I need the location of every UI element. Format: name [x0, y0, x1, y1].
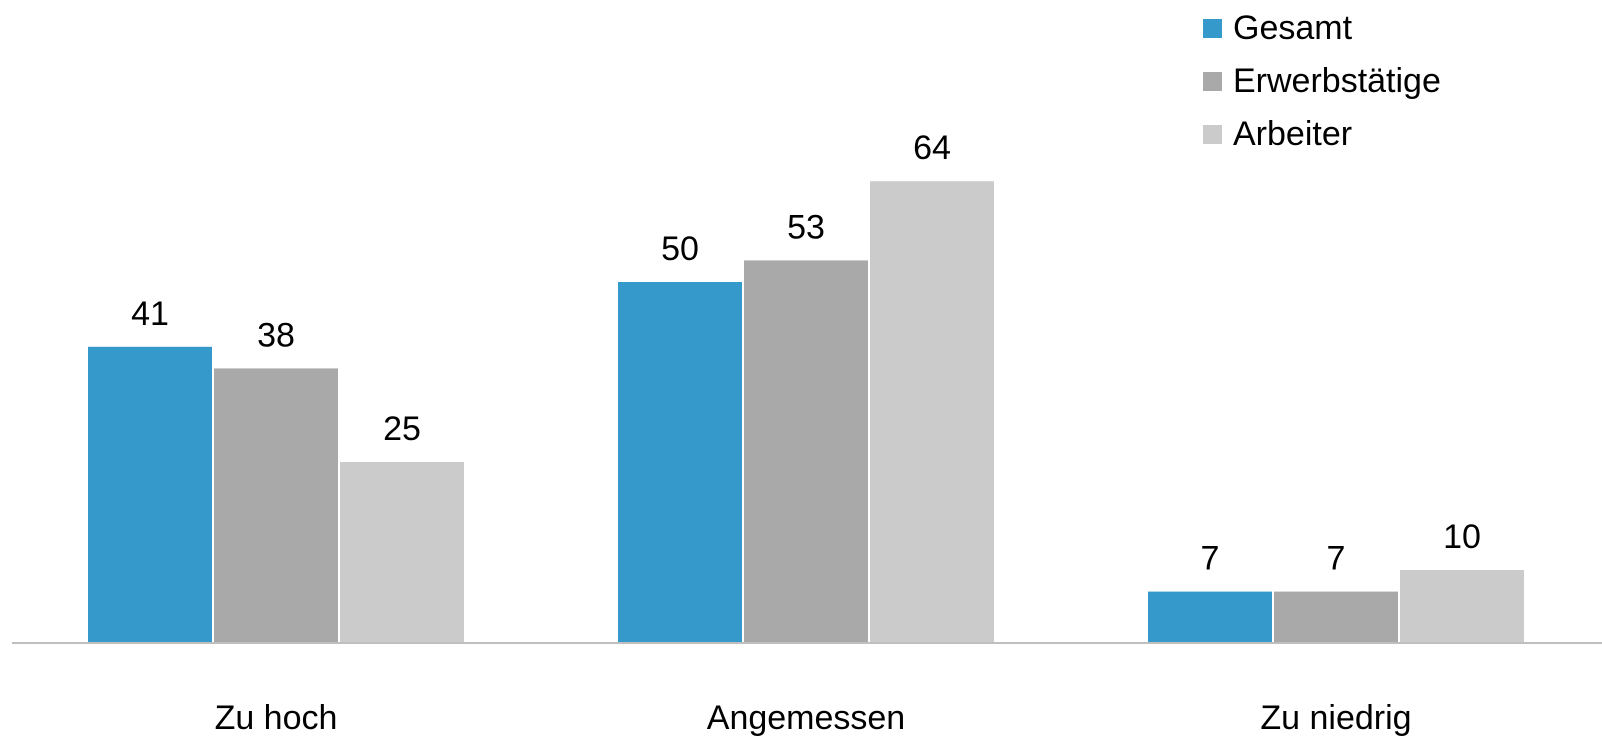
legend-item-erwerbstaetige: Erwerbstätige	[1203, 55, 1441, 108]
bar-angemessen-erwerbstaetige	[744, 260, 868, 642]
category-labels-group: Zu hoch Angemessen Zu niedrig	[215, 699, 1412, 737]
bar-zu-niedrig-erwerbstaetige	[1274, 591, 1398, 642]
legend-label-arbeiter: Arbeiter	[1233, 115, 1353, 153]
bar-angemessen-gesamt	[618, 282, 742, 642]
category-label-angemessen: Angemessen	[707, 699, 905, 737]
legend-item-gesamt: Gesamt	[1203, 2, 1441, 55]
data-label-zu-niedrig-gesamt: 7	[1201, 540, 1220, 578]
data-label-zu-niedrig-arbeiter: 10	[1443, 518, 1481, 556]
data-label-zu-hoch-gesamt: 41	[131, 295, 169, 333]
legend-label-gesamt: Gesamt	[1233, 9, 1353, 47]
data-labels-group: 41 38 25 50 53 64 7 7 10	[131, 129, 1481, 577]
data-label-zu-hoch-erwerbstaetige: 38	[257, 316, 295, 354]
category-label-zu-hoch: Zu hoch	[215, 699, 338, 737]
data-label-zu-niedrig-erwerbstaetige: 7	[1327, 540, 1346, 578]
legend-item-arbeiter: Arbeiter	[1203, 108, 1441, 161]
bar-zu-hoch-gesamt	[88, 346, 212, 642]
bar-zu-niedrig-gesamt	[1148, 591, 1272, 642]
data-label-angemessen-erwerbstaetige: 53	[787, 208, 825, 246]
category-label-zu-niedrig: Zu niedrig	[1260, 699, 1411, 737]
legend: Gesamt Erwerbstätige Arbeiter	[1203, 2, 1441, 161]
legend-swatch-gesamt	[1203, 19, 1222, 38]
legend-swatch-arbeiter	[1203, 125, 1222, 144]
bar-zu-hoch-erwerbstaetige	[214, 368, 338, 642]
data-label-zu-hoch-arbeiter: 25	[383, 410, 421, 448]
bar-zu-hoch-arbeiter	[340, 462, 464, 642]
legend-label-erwerbstaetige: Erwerbstätige	[1233, 62, 1441, 100]
data-label-angemessen-gesamt: 50	[661, 230, 699, 268]
data-label-angemessen-arbeiter: 64	[913, 129, 951, 167]
legend-swatch-erwerbstaetige	[1203, 72, 1222, 91]
bar-zu-niedrig-arbeiter	[1400, 570, 1524, 642]
bars-group	[88, 181, 1524, 642]
bar-angemessen-arbeiter	[870, 181, 994, 642]
